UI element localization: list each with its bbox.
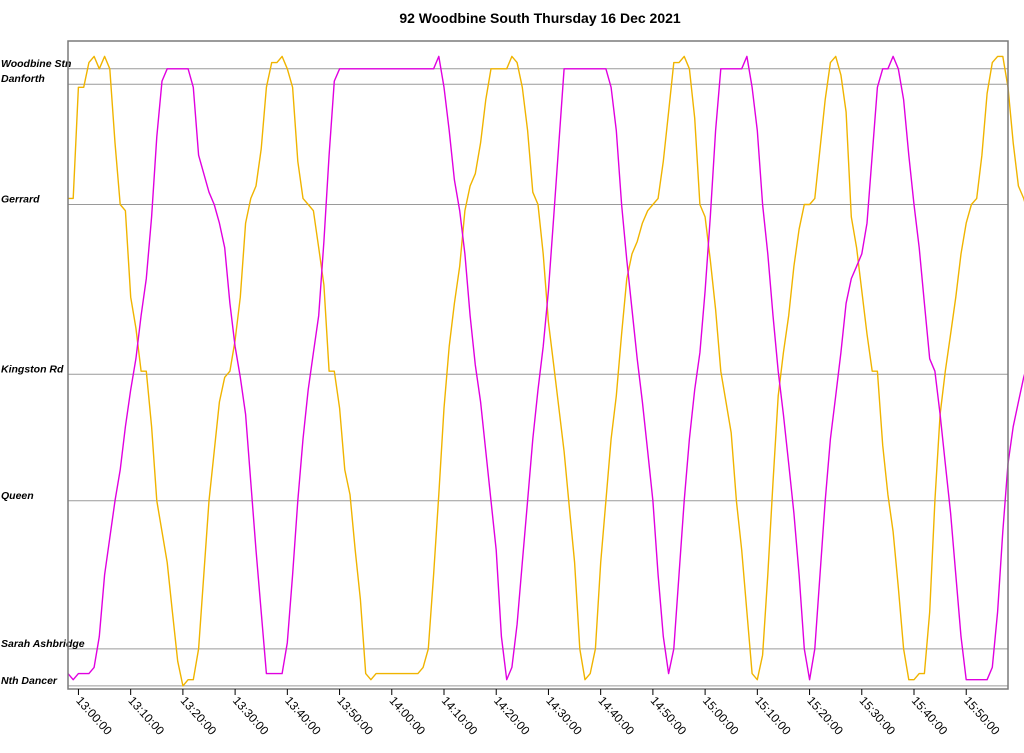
x-tick-label: 15:30:00: [857, 694, 899, 738]
series-lines: [67, 55, 1024, 687]
series-line-1: [67, 55, 1024, 681]
stop-label: Queen: [1, 490, 34, 502]
x-tick-label: 15:10:00: [752, 694, 794, 738]
x-tick-label: 14:40:00: [595, 694, 637, 738]
x-tick-label: 13:00:00: [73, 694, 115, 738]
x-axis-ticks: 13:00:00 13:10:00 13:20:00 13:30:00 13:40:00…: [73, 689, 1003, 738]
x-tick-label: 13:10:00: [125, 694, 167, 738]
x-tick-label: 13:50:00: [334, 694, 376, 738]
stop-label: Danforth: [1, 73, 45, 85]
stop-label: Kingston Rd: [1, 363, 64, 375]
x-tick-label: 14:00:00: [387, 694, 429, 738]
x-tick-label: 14:20:00: [491, 694, 533, 738]
series-line-0: [68, 55, 1024, 687]
x-tick-label: 13:40:00: [282, 694, 324, 738]
plot-frame: [67, 40, 1009, 690]
stop-label: Nth Dancer: [1, 675, 58, 687]
chart-title: 92 Woodbine South Thursday 16 Dec 2021: [399, 10, 681, 26]
y-axis-labels: Woodbine Stn Danforth Gerrard Kingston Rd Qu…: [1, 58, 85, 687]
stop-label: Woodbine Stn: [1, 58, 71, 70]
x-tick-label: 15:40:00: [909, 694, 951, 738]
x-tick-label: 13:20:00: [178, 694, 220, 738]
x-tick-label: 13:30:00: [230, 694, 272, 738]
x-tick-label: 15:00:00: [700, 694, 742, 738]
x-tick-label: 14:10:00: [439, 694, 481, 738]
x-tick-label: 14:50:00: [648, 694, 690, 738]
stop-label: Sarah Ashbridge: [1, 638, 85, 650]
gridlines: [68, 68, 1008, 687]
x-tick-label: 15:50:00: [961, 694, 1003, 738]
x-tick-label: 15:20:00: [804, 694, 846, 738]
stop-label: Gerrard: [1, 194, 40, 206]
x-tick-label: 14:30:00: [543, 694, 585, 738]
